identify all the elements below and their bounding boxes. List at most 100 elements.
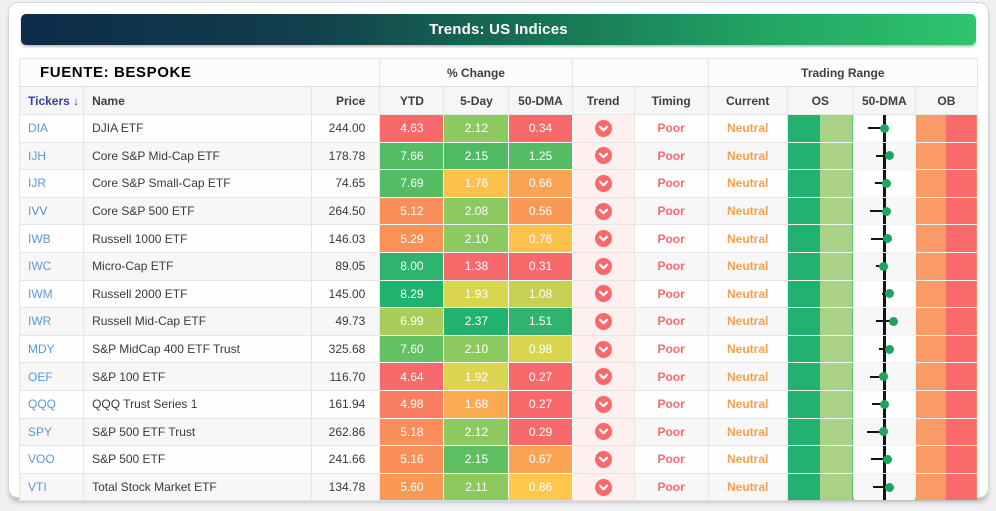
trend-down-icon xyxy=(594,312,612,330)
group-header-percent-change: % Change xyxy=(379,58,573,87)
range-50dma-cell xyxy=(852,334,916,364)
ticker-link[interactable]: IWR xyxy=(28,314,52,329)
current-cell: Neutral xyxy=(707,279,788,309)
timing-label: Poor xyxy=(657,148,685,163)
5day-change-cell: 1.38 xyxy=(443,251,510,281)
50dma-change-cell: 1.51 xyxy=(508,307,573,336)
column-header-trend: Trend xyxy=(571,86,635,115)
range-os-cell xyxy=(786,389,854,419)
table-row: VTI Total Stock Market ETF 134.78 5.60 2… xyxy=(18,472,979,502)
50dma-change-cell: 0.67 xyxy=(508,445,573,474)
table-row: IWM Russell 2000 ETF 145.00 8.29 1.93 1.… xyxy=(18,279,979,309)
timing-cell: Poor xyxy=(633,224,709,253)
dashboard-card: Trends: US Indices FUENTE: BESPOKE % Cha… xyxy=(8,2,989,502)
50dma-change-cell: 0.27 xyxy=(508,362,573,391)
range-os-cell xyxy=(786,141,854,171)
current-cell: Neutral xyxy=(707,334,788,364)
ticker-cell: IJR xyxy=(18,169,85,198)
price-cell: 134.78 xyxy=(311,472,381,502)
range-dot xyxy=(885,289,895,299)
current-label: Neutral xyxy=(727,452,769,467)
current-cell: Neutral xyxy=(707,417,788,447)
range-dot xyxy=(882,206,892,216)
range-ob-cell xyxy=(914,114,979,143)
50dma-change-cell: 0.86 xyxy=(508,472,573,502)
price-cell: 74.65 xyxy=(311,169,381,198)
ticker-cell: IWC xyxy=(18,251,85,281)
range-os-cell xyxy=(786,169,854,198)
ticker-link[interactable]: VOO xyxy=(28,452,55,467)
ticker-cell: IVV xyxy=(18,196,85,226)
ticker-cell: IWB xyxy=(18,224,85,253)
range-dot xyxy=(879,427,889,437)
range-ob-cell xyxy=(914,196,979,226)
group-header-row: FUENTE: BESPOKE % Change Trading Range xyxy=(18,58,979,87)
range-dot xyxy=(885,482,895,492)
ticker-link[interactable]: IWB xyxy=(28,231,51,246)
50dma-change-cell: 0.66 xyxy=(508,169,573,198)
ytd-change-cell: 5.12 xyxy=(379,196,445,226)
title-bar: Trends: US Indices xyxy=(21,14,976,45)
indices-table: FUENTE: BESPOKE % Change Trading Range T… xyxy=(18,58,979,502)
etf-name-cell: S&P 100 ETF xyxy=(83,362,313,391)
50dma-change-cell: 0.34 xyxy=(508,114,573,143)
range-os-cell xyxy=(786,279,854,309)
ticker-link[interactable]: SPY xyxy=(28,424,53,439)
range-50dma-cell xyxy=(852,362,916,391)
trend-down-icon xyxy=(594,450,612,468)
trend-down-icon xyxy=(594,478,612,496)
trend-down-icon xyxy=(594,395,612,413)
timing-label: Poor xyxy=(657,121,685,136)
ticker-link[interactable]: IWM xyxy=(28,286,53,301)
range-whisker xyxy=(867,127,885,130)
column-header-tickers[interactable]: Tickers ↓ xyxy=(18,86,85,115)
trend-cell xyxy=(571,334,635,364)
range-50dma-cell xyxy=(852,169,916,198)
ticker-link[interactable]: IJR xyxy=(28,176,46,191)
column-header-os: OS xyxy=(786,86,854,115)
price-cell: 49.73 xyxy=(311,307,381,336)
trend-down-icon xyxy=(594,147,612,165)
ticker-link[interactable]: QQQ xyxy=(28,397,57,412)
50dma-change-cell: 0.29 xyxy=(508,417,573,447)
trend-cell xyxy=(571,389,635,419)
ytd-change-cell: 7.66 xyxy=(379,141,445,171)
price-cell: 146.03 xyxy=(311,224,381,253)
range-whisker xyxy=(872,486,890,489)
column-header-5day: 5-Day xyxy=(443,86,510,115)
sort-descending-icon[interactable]: ↓ xyxy=(73,93,80,108)
current-cell: Neutral xyxy=(707,445,788,474)
timing-cell: Poor xyxy=(633,196,709,226)
trend-down-icon xyxy=(594,119,612,137)
column-header-name: Name xyxy=(83,86,313,115)
ticker-link[interactable]: DIA xyxy=(28,121,49,136)
50dma-change-cell: 0.31 xyxy=(508,251,573,281)
ticker-link[interactable]: IWC xyxy=(28,259,52,274)
current-label: Neutral xyxy=(727,204,769,219)
etf-name-cell: S&P 500 ETF xyxy=(83,445,313,474)
timing-label: Poor xyxy=(657,286,685,301)
ticker-cell: QQQ xyxy=(18,389,85,419)
ticker-cell: VTI xyxy=(18,472,85,502)
trend-cell xyxy=(571,472,635,502)
ticker-cell: DIA xyxy=(18,114,85,143)
etf-name-cell: Core S&P Mid-Cap ETF xyxy=(83,141,313,171)
ticker-link[interactable]: OEF xyxy=(28,369,53,384)
column-header-range-50dma: 50-DMA xyxy=(852,86,916,115)
etf-name-cell: Russell Mid-Cap ETF xyxy=(83,307,313,336)
ticker-link[interactable]: MDY xyxy=(28,342,55,357)
range-50dma-cell xyxy=(852,224,916,253)
group-header-trading-range: Trading Range xyxy=(707,58,979,87)
ytd-change-cell: 7.60 xyxy=(379,334,445,364)
current-label: Neutral xyxy=(727,314,769,329)
current-cell: Neutral xyxy=(707,362,788,391)
price-cell: 116.70 xyxy=(311,362,381,391)
ticker-link[interactable]: VTI xyxy=(28,480,47,495)
ticker-link[interactable]: IJH xyxy=(28,148,46,163)
column-header-ob: OB xyxy=(914,86,979,115)
timing-label: Poor xyxy=(657,397,685,412)
range-50dma-cell xyxy=(852,417,916,447)
50dma-change-cell: 1.25 xyxy=(508,141,573,171)
ticker-link[interactable]: IVV xyxy=(28,204,48,219)
50dma-change-cell: 0.56 xyxy=(508,196,573,226)
